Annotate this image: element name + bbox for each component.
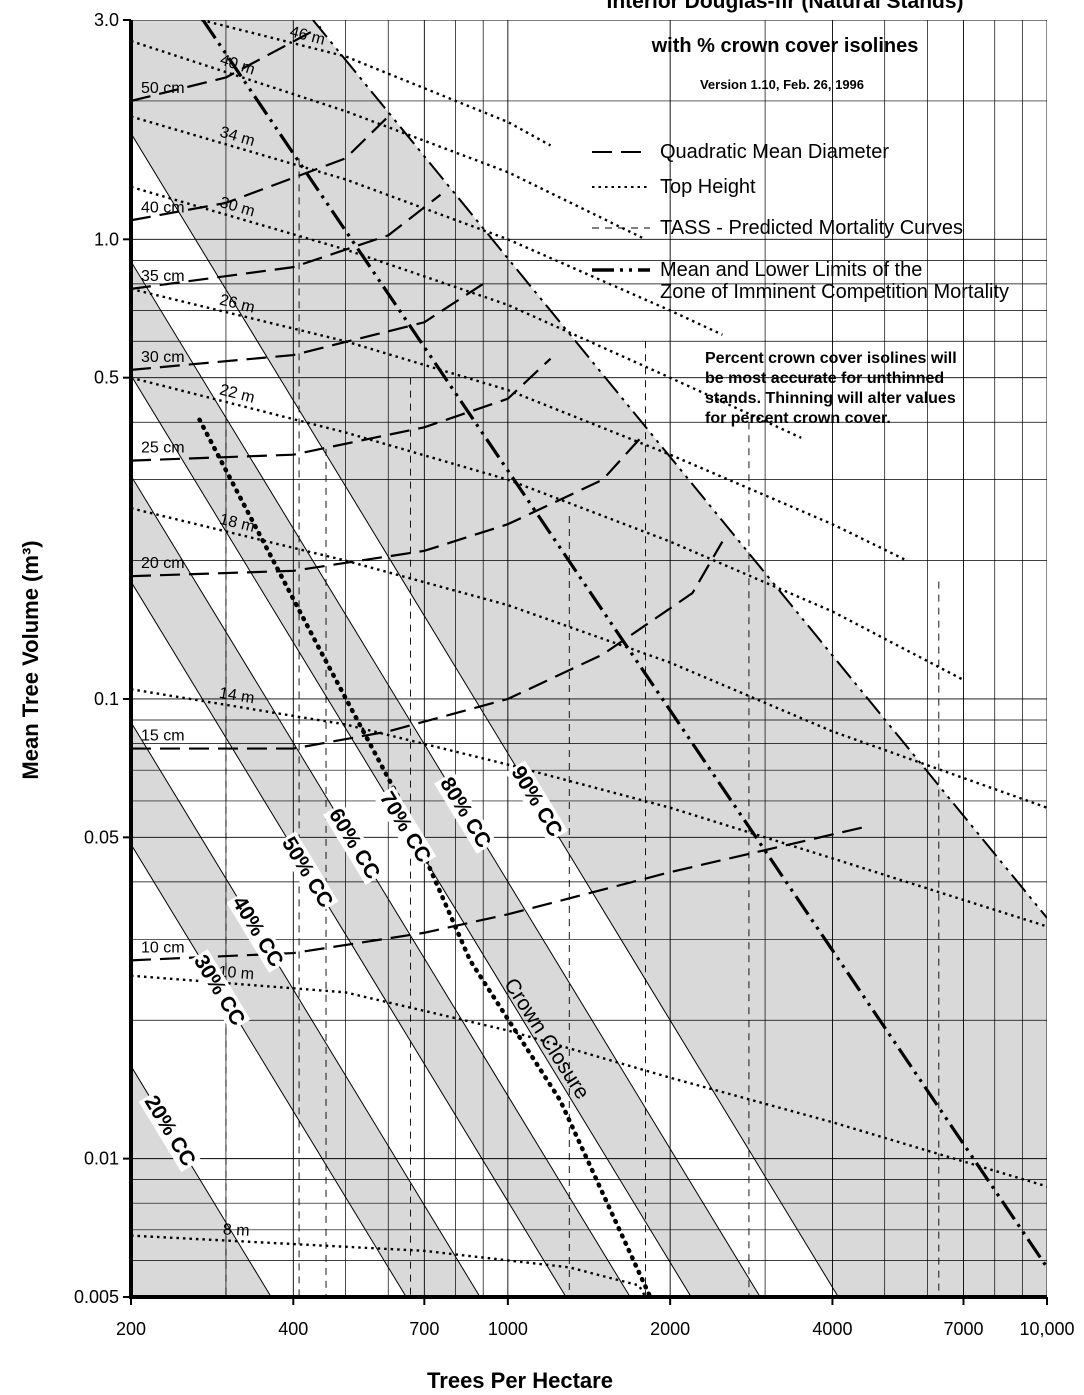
diameter-label: 35 cm: [141, 268, 185, 285]
height-label: 14 m: [218, 685, 256, 708]
crown-closure-line: [197, 417, 653, 1297]
y-tick-label: 0.5: [94, 368, 119, 388]
curve: [201, 20, 1047, 1269]
curve: [131, 357, 552, 462]
y-tick-label: 3.0: [94, 10, 119, 30]
y-tick-label: 0.005: [74, 1287, 119, 1307]
height-label: 8 m: [222, 1221, 250, 1239]
x-tick-label: 400: [278, 1319, 308, 1339]
note: stands. Thinning will alter values: [705, 390, 956, 407]
curve: [200, 20, 552, 147]
y-tick-label: 0.1: [94, 689, 119, 709]
diameter-label: 15 cm: [141, 728, 185, 745]
diameter-label: 20 cm: [141, 555, 185, 572]
crown-cover-line: [131, 843, 407, 1297]
version: Version 1.10, Feb. 26, 1996: [700, 77, 864, 92]
x-tick-label: 1000: [488, 1319, 528, 1339]
diameter-label: 25 cm: [141, 440, 185, 457]
x-tick-label: 2000: [650, 1319, 690, 1339]
note: Percent crown cover isolines will: [705, 350, 957, 367]
note: for percent crown cover.: [705, 410, 891, 427]
x-tick-label: 700: [409, 1319, 439, 1339]
x-tick-label: 200: [116, 1319, 146, 1339]
chart-subtitle: with % crown cover isolines: [651, 35, 919, 57]
curve: [131, 39, 647, 241]
y-tick-label: 0.01: [84, 1149, 119, 1169]
legend-label: TASS - Predicted Mortality Curves: [660, 217, 963, 239]
x-axis-title: Trees Per Hectare: [427, 1368, 613, 1393]
crown-cover-line: [131, 475, 631, 1297]
x-tick-label: 10,000: [1019, 1319, 1074, 1339]
label-background: [188, 949, 251, 1032]
label-background: [434, 771, 497, 854]
legend-label: Quadratic Mean Diameter: [660, 141, 889, 163]
curve: [131, 287, 908, 562]
label-background: [505, 760, 568, 843]
legend-label: Top Height: [660, 176, 756, 198]
x-tick-label: 7000: [943, 1319, 983, 1339]
label-background: [226, 890, 289, 973]
curve: [312, 20, 1047, 919]
legend-label: Mean and Lower Limits of the: [660, 259, 922, 281]
legend-label: Zone of Imminent Competition Mortality: [660, 281, 1009, 303]
plot-area: [131, 20, 1047, 1297]
label-background: [138, 1089, 201, 1173]
diameter-label: 40 cm: [141, 199, 185, 216]
note: be most accurate for unthinned: [705, 370, 944, 387]
label-background: [276, 831, 339, 914]
label-background: [323, 802, 386, 886]
label-background: [373, 786, 437, 869]
height-label: 10 m: [218, 964, 255, 984]
y-tick-label: 0.05: [84, 827, 119, 847]
chart-title: Interior Douglas-fir (Natural Stands): [606, 0, 963, 13]
crown-cover-line: [131, 721, 481, 1297]
x-tick-label: 4000: [812, 1319, 852, 1339]
y-tick-label: 1.0: [94, 229, 119, 249]
curve: [131, 115, 390, 222]
curve: [131, 541, 724, 750]
curve: [131, 282, 484, 371]
curve: [131, 507, 1047, 809]
curve: [131, 1234, 647, 1297]
curve: [131, 193, 442, 291]
diameter-label: 30 cm: [141, 349, 185, 366]
diameter-label: 50 cm: [141, 80, 185, 97]
curve: [131, 25, 322, 103]
crown-cover-line: [131, 133, 839, 1297]
curve: [131, 431, 647, 578]
diameter-label: 10 cm: [141, 939, 185, 956]
curve: [131, 688, 1047, 928]
curve: [131, 115, 723, 336]
y-axis-title: Mean Tree Volume (m³): [18, 540, 43, 779]
